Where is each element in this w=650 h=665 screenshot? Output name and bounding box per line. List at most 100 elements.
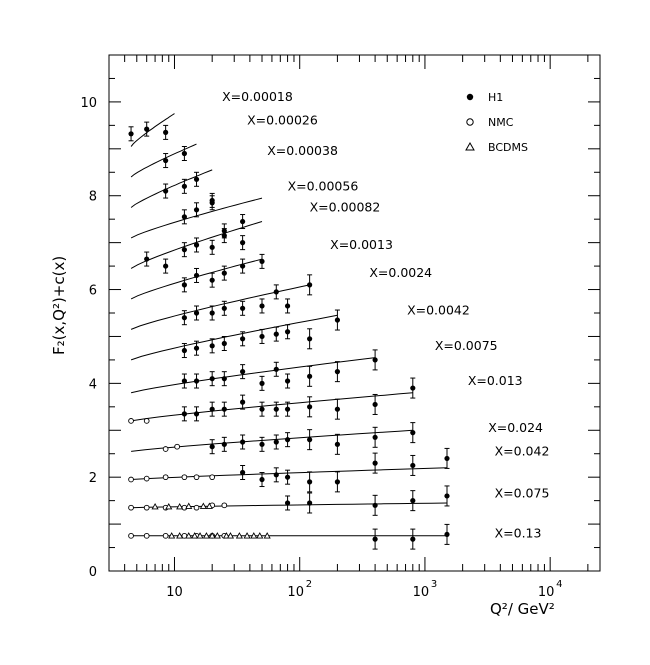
h1-point — [273, 366, 279, 372]
h1-point — [307, 437, 313, 443]
nmc-point — [181, 474, 188, 481]
h1-point — [372, 460, 378, 466]
y-tick-label: 4 — [89, 377, 97, 392]
x-tick-exponent: 4 — [556, 579, 562, 590]
bcdms-point — [226, 532, 235, 539]
h1-point — [444, 531, 450, 538]
y-tick-label: 6 — [89, 284, 97, 299]
h1-point — [307, 479, 313, 485]
h1-point — [181, 150, 187, 157]
y-tick-label: 10 — [80, 96, 97, 111]
bcdms-point — [243, 532, 251, 539]
h1-point — [444, 455, 450, 462]
h1-point — [144, 256, 150, 262]
h1-point — [209, 343, 215, 349]
fit-curve — [130, 113, 175, 147]
nmc-point — [193, 474, 200, 481]
h1-point — [221, 233, 227, 239]
y-tick-label: 0 — [89, 565, 97, 580]
bin-label: X=0.00056 — [288, 178, 359, 193]
h1-point — [209, 244, 215, 250]
nmc-point — [128, 418, 134, 424]
bin-label: X=0.13 — [495, 525, 542, 540]
h1-point — [193, 411, 200, 417]
h1-point — [209, 277, 215, 283]
bin-label: X=0.00082 — [310, 199, 381, 214]
h1-point — [193, 345, 200, 351]
y-axis-label: F₂(x,Q²)+c(x) — [50, 256, 68, 355]
bcdms-point — [205, 502, 213, 509]
h1-point — [410, 385, 416, 391]
bin-label: X=0.0075 — [435, 338, 498, 353]
bcdms-point — [199, 502, 207, 509]
bin-label: X=0.0013 — [330, 237, 393, 252]
h1-point — [334, 369, 341, 375]
h1-point — [259, 476, 265, 483]
bin-labels: X=0.00018 X=0.00026 X=0.00038 X=0.00056 X=0.… — [222, 89, 549, 540]
y-tick-label: 8 — [89, 190, 97, 205]
h1-point — [372, 434, 378, 440]
bcdms-point — [250, 532, 258, 539]
h1-point — [193, 176, 200, 182]
h1-point — [209, 200, 215, 206]
bcdms-point — [165, 503, 173, 510]
h1-point — [334, 441, 341, 447]
bcdms-point — [213, 532, 221, 539]
h1-point — [163, 157, 169, 164]
h1-point — [273, 331, 279, 337]
bcdms-point — [202, 532, 211, 539]
h1-point — [307, 373, 313, 379]
y-tick-label: 2 — [89, 471, 97, 486]
h1-point — [181, 347, 187, 354]
h1-point — [307, 500, 313, 506]
fit-curve — [130, 284, 310, 330]
bcdms-point — [176, 532, 184, 539]
fit-curve — [131, 392, 413, 422]
bin-label: X=0.0042 — [407, 303, 470, 318]
h1-point — [259, 303, 265, 309]
h1-point — [240, 469, 246, 476]
h1-point — [181, 411, 187, 417]
h1-point — [259, 333, 265, 340]
legend: H1 NMC BCDMS — [465, 91, 528, 154]
h1-point — [410, 430, 416, 436]
bin-label: X=0.00018 — [222, 89, 293, 104]
h1-point — [209, 376, 215, 382]
bcdms-point — [196, 532, 204, 539]
h1-point — [284, 303, 291, 309]
bcdms-point — [222, 532, 231, 539]
h1-point — [128, 131, 134, 137]
h1-point — [221, 340, 227, 347]
x-tick-exponent: 3 — [431, 579, 437, 590]
h1-point — [284, 437, 291, 443]
h1-point — [240, 336, 246, 342]
bcdms-point — [235, 532, 243, 539]
h1-point — [193, 242, 200, 248]
h1-point — [284, 406, 291, 412]
bin-label: X=0.024 — [488, 420, 543, 435]
h1-point — [372, 502, 378, 508]
h1-point — [259, 406, 265, 412]
nmc-point — [221, 502, 228, 509]
h1-point — [240, 305, 246, 311]
h1-point — [240, 240, 246, 246]
bin-label: X=0.00026 — [247, 113, 318, 128]
bcdms-point — [185, 532, 193, 539]
h1-point — [209, 444, 215, 450]
bcdms-point — [151, 503, 159, 510]
h1-point — [240, 399, 246, 405]
h1-point — [193, 207, 200, 213]
h1-point — [221, 376, 227, 382]
nmc-point — [193, 504, 200, 511]
bin-label: X=0.075 — [495, 486, 550, 501]
h1-point — [410, 462, 416, 469]
h1-point — [284, 329, 291, 335]
bcdms-point — [263, 532, 271, 539]
h1-point — [410, 536, 416, 542]
h1-point — [259, 380, 265, 386]
h1-point — [307, 336, 313, 342]
h1-point — [221, 406, 227, 412]
x-tick-label: 10 — [538, 585, 555, 600]
bcdms-point — [208, 532, 216, 539]
h1-point — [163, 188, 169, 194]
